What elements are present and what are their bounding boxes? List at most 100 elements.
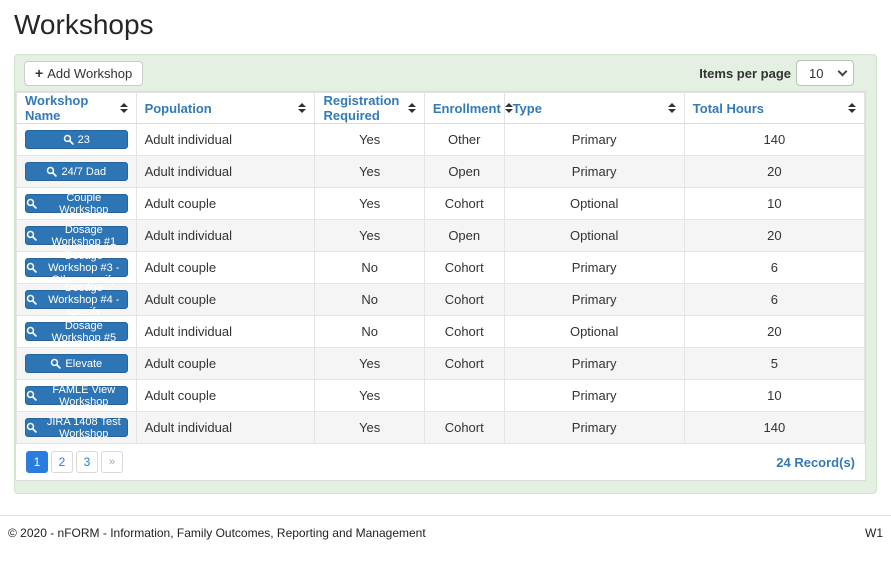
- cell-type: Primary: [503, 347, 685, 380]
- workshop-name-label: Couple Workshop: [59, 191, 109, 216]
- magnifier-icon: [26, 230, 37, 241]
- cell-total-hours: 140: [683, 411, 866, 444]
- cell-workshop-name: Dosage Workshop #4 - specify: [16, 282, 137, 318]
- cell-total-hours: 6: [683, 283, 866, 316]
- workshop-name-button[interactable]: Elevate: [25, 354, 128, 373]
- cell-total-hours: 140: [683, 123, 866, 156]
- magnifier-icon: [26, 326, 37, 337]
- items-per-page-select-wrap: 10: [796, 60, 854, 86]
- workshop-name-button[interactable]: 23: [25, 130, 128, 149]
- cell-enrollment: Cohort: [423, 283, 505, 316]
- cell-population: Adult couple: [135, 251, 316, 284]
- page-button[interactable]: 3: [76, 451, 98, 473]
- cell-workshop-name: FAMLE View Workshop: [16, 379, 137, 412]
- cell-workshop-name: Elevate: [16, 347, 137, 380]
- column-header-label: Workshop Name: [25, 93, 89, 123]
- cell-registration-required: Yes: [314, 411, 425, 444]
- footer-copyright: © 2020 - nFORM - Information, Family Out…: [8, 526, 426, 540]
- cell-total-hours: 10: [683, 379, 866, 412]
- cell-registration-required: No: [314, 315, 425, 348]
- workshop-name-label: FAMLE View Workshop: [52, 383, 116, 408]
- cell-registration-required: No: [314, 251, 425, 284]
- cell-type: Primary: [503, 155, 685, 188]
- page-button[interactable]: »: [101, 451, 123, 473]
- table-row: Couple Workshop Adult couple Yes Cohort …: [16, 187, 866, 220]
- workshop-name-label: Dosage Workshop #1: [51, 223, 117, 248]
- sort-icon: [298, 103, 307, 113]
- cell-population: Adult couple: [135, 283, 316, 316]
- table-row: Elevate Adult couple Yes Cohort Primary …: [16, 347, 866, 380]
- workshop-name-button[interactable]: Dosage Workshop #3 - Other specify: [25, 250, 128, 286]
- cell-population: Adult individual: [135, 155, 316, 188]
- workshops-page: Workshops + Add Workshop Items per page …: [0, 9, 891, 494]
- table-footer: 1 2 3 » 24 Record(s): [16, 444, 865, 480]
- cell-type: Optional: [503, 219, 685, 252]
- magnifier-icon: [50, 358, 62, 369]
- cell-type: Primary: [503, 379, 685, 412]
- cell-enrollment: Open: [423, 155, 505, 188]
- page-button[interactable]: 2: [51, 451, 73, 473]
- workshop-name-button[interactable]: FAMLE View Workshop: [25, 383, 128, 408]
- column-header[interactable]: Enrollment: [423, 92, 513, 124]
- column-header-label: Type: [512, 100, 542, 116]
- cell-type: Optional: [503, 187, 685, 220]
- table-row: FAMLE View Workshop Adult couple Yes Pri…: [16, 379, 866, 412]
- column-header-label: Total Hours: [692, 100, 765, 116]
- cell-population: Adult individual: [135, 411, 316, 444]
- column-header-label: Registration Required: [323, 93, 400, 123]
- add-workshop-label: Add Workshop: [47, 65, 133, 81]
- column-header[interactable]: Workshop Name: [16, 92, 137, 124]
- cell-type: Primary: [503, 283, 685, 316]
- workshops-table-wrap: Workshop Name Population: [15, 91, 866, 481]
- cell-population: Adult couple: [135, 379, 316, 412]
- cell-workshop-name: Dosage Workshop #1: [16, 219, 137, 252]
- workshop-name-label: 23: [77, 133, 90, 146]
- workshop-name-button[interactable]: JIRA 1408 Test Workshop: [25, 416, 128, 440]
- cell-workshop-name: JIRA 1408 Test Workshop: [16, 411, 137, 444]
- cell-enrollment: [423, 379, 505, 412]
- sort-icon: [407, 103, 416, 113]
- cell-enrollment: Other: [423, 123, 505, 156]
- cell-total-hours: 6: [683, 251, 866, 284]
- column-header[interactable]: Type: [503, 92, 685, 124]
- column-header[interactable]: Registration Required: [314, 92, 425, 124]
- column-header[interactable]: Total Hours: [683, 92, 866, 124]
- pagination: 1 2 3 »: [26, 451, 123, 473]
- cell-enrollment: Cohort: [423, 347, 505, 380]
- items-per-page-label: Items per page: [699, 65, 791, 81]
- cell-workshop-name: Dosage Workshop #3 - Other specify: [16, 250, 137, 286]
- workshop-name-button[interactable]: Dosage Workshop #5: [25, 320, 128, 344]
- cell-registration-required: Yes: [314, 123, 425, 156]
- workshop-name-button[interactable]: 24/7 Dad: [25, 162, 128, 181]
- workshop-name-button[interactable]: Dosage Workshop #4 - specify: [25, 282, 128, 318]
- table-row: JIRA 1408 Test Workshop Adult individual…: [16, 411, 866, 444]
- cell-registration-required: Yes: [314, 219, 425, 252]
- workshop-name-label: Dosage Workshop #3 - Other specify: [48, 249, 120, 286]
- items-per-page-select[interactable]: 10: [796, 60, 854, 86]
- workshop-name-button[interactable]: Dosage Workshop #1: [25, 223, 128, 248]
- records-count: 24 Record(s): [776, 454, 855, 470]
- cell-population: Adult individual: [135, 219, 316, 252]
- footer-version: W1: [865, 526, 883, 540]
- cell-total-hours: 20: [683, 315, 866, 348]
- cell-enrollment: Cohort: [423, 411, 505, 444]
- cell-workshop-name: Dosage Workshop #5: [16, 315, 137, 348]
- add-workshop-button[interactable]: + Add Workshop: [24, 60, 144, 86]
- column-header-label: Population: [144, 100, 212, 116]
- magnifier-icon: [26, 262, 37, 273]
- column-header[interactable]: Population: [135, 92, 316, 124]
- footer: © 2020 - nFORM - Information, Family Out…: [0, 516, 891, 550]
- workshop-name-label: Elevate: [65, 357, 103, 370]
- sort-icon: [667, 103, 676, 113]
- cell-enrollment: Cohort: [423, 251, 505, 284]
- table-row: 23 Adult individual Yes Other Primary 14…: [16, 123, 866, 156]
- magnifier-icon: [63, 134, 74, 145]
- cell-total-hours: 5: [683, 347, 866, 380]
- magnifier-icon: [26, 294, 37, 305]
- workshop-name-button[interactable]: Couple Workshop: [25, 191, 128, 216]
- items-per-page: Items per page 10: [699, 60, 854, 86]
- page-button[interactable]: 1: [26, 451, 48, 473]
- cell-registration-required: Yes: [314, 155, 425, 188]
- cell-workshop-name: 23: [16, 123, 137, 156]
- plus-icon: +: [35, 65, 44, 81]
